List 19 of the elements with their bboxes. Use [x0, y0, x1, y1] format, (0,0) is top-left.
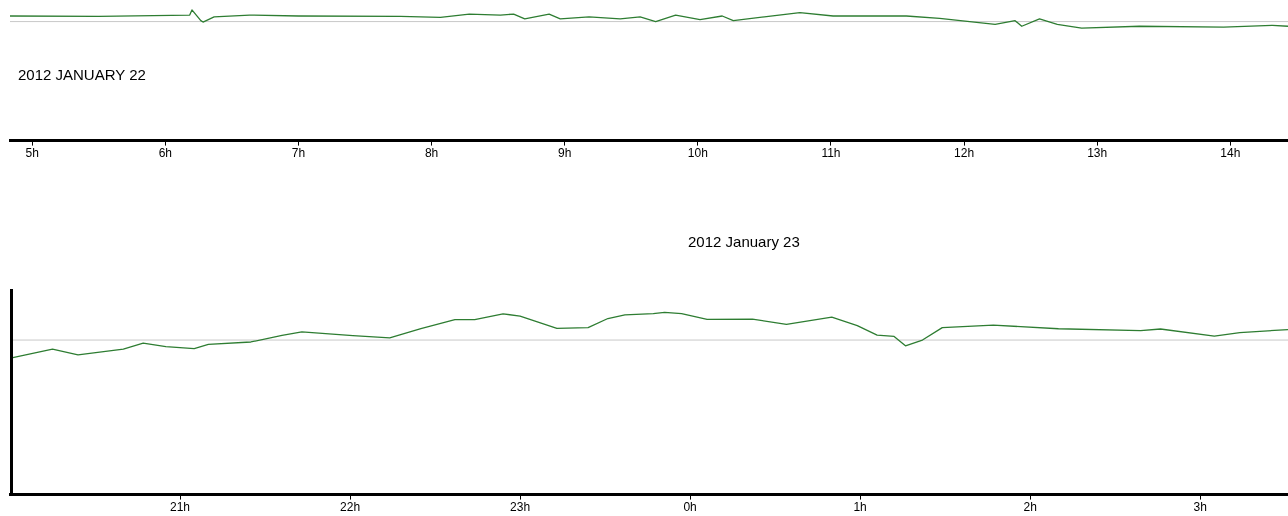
x-tick-label: 23h — [510, 500, 531, 515]
x-tick-label: 22h — [340, 500, 361, 515]
x-tick-label: 11h — [821, 146, 841, 161]
x-tick-label: 14h — [1220, 146, 1241, 161]
x-tick-label: 5h — [25, 146, 39, 161]
x-tick-label: 6h — [158, 146, 172, 161]
x-tick-label: 21h — [170, 500, 191, 515]
x-tick-label: 3h — [1193, 500, 1207, 515]
text: 2012 JANUARY 22 — [18, 66, 146, 83]
x-tick-label: 8h — [424, 146, 439, 161]
x-tick-label: 10h — [687, 146, 708, 161]
x-tick-label: 7h — [291, 146, 306, 161]
x-tick-label: 12h — [954, 146, 975, 161]
x-tick-label: 2h — [1023, 500, 1037, 515]
x-tick-label: 0h — [683, 500, 697, 515]
x-tick-label: 13h — [1087, 146, 1108, 161]
x-tick-label: 9h — [558, 146, 572, 161]
x-tick-label: 1h — [853, 500, 867, 515]
chart-title: 2012 January 23 — [688, 233, 800, 250]
